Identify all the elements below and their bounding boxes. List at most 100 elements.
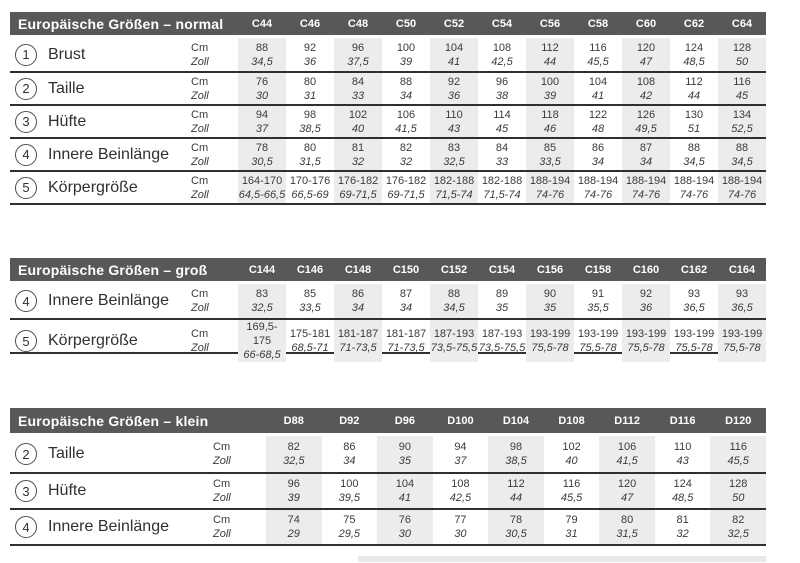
value-cell: 85 33,5 [526,139,574,170]
cm-value: 182-188 [481,174,523,187]
zoll-value: 75,5-78 [627,342,665,354]
value-cell: 86 34 [334,284,382,318]
value-cell: 134 52,5 [718,106,766,137]
cm-value: 116 [589,41,607,54]
zoll-value: 37,5 [347,55,369,68]
cm-value: 112 [685,75,703,88]
zoll-value: 45 [495,122,509,135]
table-header-bar: Europäische Größen – klein D88 D92 D96 D100 D… [10,408,766,433]
cm-value: 108 [636,75,656,88]
cm-value: 188-194 [625,174,667,187]
row-label: Taille [48,445,85,462]
zoll-value: 34 [399,302,413,314]
zoll-value: 74-76 [679,188,709,201]
unit-cell: Cm Zoll [200,436,266,472]
column-header: D104 [502,414,530,427]
zoll-value: 29,5 [338,528,361,540]
value-cell: 108 42,5 [478,38,526,71]
cm-value: 176-182 [385,174,427,187]
zoll-value: 36 [639,302,653,314]
unit-cm-label: Cm [191,141,209,154]
zoll-value: 47 [620,492,634,504]
value-cell: 116 45 [718,73,766,104]
zoll-value: 38,5 [299,122,321,135]
value-cell: 78 30,5 [488,510,544,544]
value-cell: 108 42 [622,73,670,104]
unit-cm-label: Cm [213,441,231,453]
row-label: Innere Beinlänge [48,292,169,309]
value-cell: 96 38 [478,73,526,104]
value-cell: 88 34,5 [430,284,478,318]
row-label-cell: 4 Innere Beinlänge [10,510,200,544]
value-cell: 96 39 [266,474,322,508]
zoll-value: 34 [591,155,605,168]
column-header: D88 [283,414,304,427]
zoll-value: 41 [591,89,605,102]
row-number-badge: 5 [15,330,37,352]
zoll-value: 30 [398,528,411,540]
column-header: D116 [669,414,696,427]
cm-value: 188-194 [673,174,715,187]
cm-value: 110 [673,441,692,453]
row-label-cell: 2 Taille [10,436,200,472]
column-header: C54 [491,17,513,30]
zoll-value: 31,5 [616,528,638,540]
value-cell: 76 30 [238,73,286,104]
column-header: C46 [299,17,321,30]
cm-value: 114 [493,108,511,121]
row-label: Brust [48,45,86,63]
unit-zoll-label: Zoll [213,492,231,504]
cm-value: 84 [351,75,365,88]
cm-value: 110 [445,108,463,121]
value-cell: 188-194 74-76 [670,172,718,203]
row-label-cell: 3 Hüfte [10,474,200,508]
zoll-value: 44 [543,55,557,68]
zoll-value: 42 [639,89,653,102]
zoll-value: 32,5 [443,155,465,168]
column-header: C56 [539,17,561,30]
column-header: C152 [440,263,468,276]
cm-value: 120 [636,41,656,54]
zoll-value: 69-71,5 [339,188,377,201]
value-cell: 182-188 71,5-74 [478,172,526,203]
unit-zoll-label: Zoll [213,528,231,540]
zoll-value: 73,5-75,5 [478,342,526,354]
value-cell: 90 35 [526,284,574,318]
zoll-value: 52,5 [731,122,753,135]
zoll-value: 47 [639,55,653,68]
value-cell: 116 45,5 [574,38,622,71]
zoll-value: 45 [735,89,749,102]
value-cell: 116 45,5 [544,474,600,508]
cm-value: 83 [447,141,461,154]
cm-value: 80 [303,141,317,154]
unit-zoll-label: Zoll [191,155,209,168]
cm-value: 82 [399,141,413,154]
cm-value: 84 [495,141,509,154]
zoll-value: 74-76 [535,188,565,201]
zoll-value: 64,5-66,5 [238,188,286,201]
zoll-value: 34 [399,89,413,102]
value-cell: 182-188 71,5-74 [430,172,478,203]
value-cell: 169,5-175 66-68,5 [238,320,286,362]
cm-value: 100 [396,41,416,54]
unit-zoll-label: Zoll [191,188,209,201]
value-cell: 82 32,5 [266,436,322,472]
zoll-value: 36 [447,89,461,102]
cm-value: 81 [676,514,689,526]
row-label-cell: 4 Innere Beinlänge [10,139,178,170]
zoll-value: 39 [399,55,413,68]
unit-cell: Cm Zoll [178,38,238,71]
zoll-value: 30 [454,528,467,540]
value-cell: 124 48,5 [655,474,711,508]
column-header: D112 [614,414,640,427]
table-title: Europäische Größen – klein [18,412,209,429]
value-cell: 88 34,5 [670,139,718,170]
cm-value: 116 [733,75,751,88]
measurement-row: 4 Innere Beinlänge Cm Zoll 83 32,5 85 33,5 86 34 8… [10,284,766,318]
zoll-value: 34 [343,455,356,467]
zoll-value: 75,5-78 [723,342,761,354]
unit-cell: Cm Zoll [200,474,266,508]
zoll-value: 34,5 [683,155,705,168]
unit-cell: Cm Zoll [178,284,238,318]
zoll-value: 36,5 [683,302,705,314]
